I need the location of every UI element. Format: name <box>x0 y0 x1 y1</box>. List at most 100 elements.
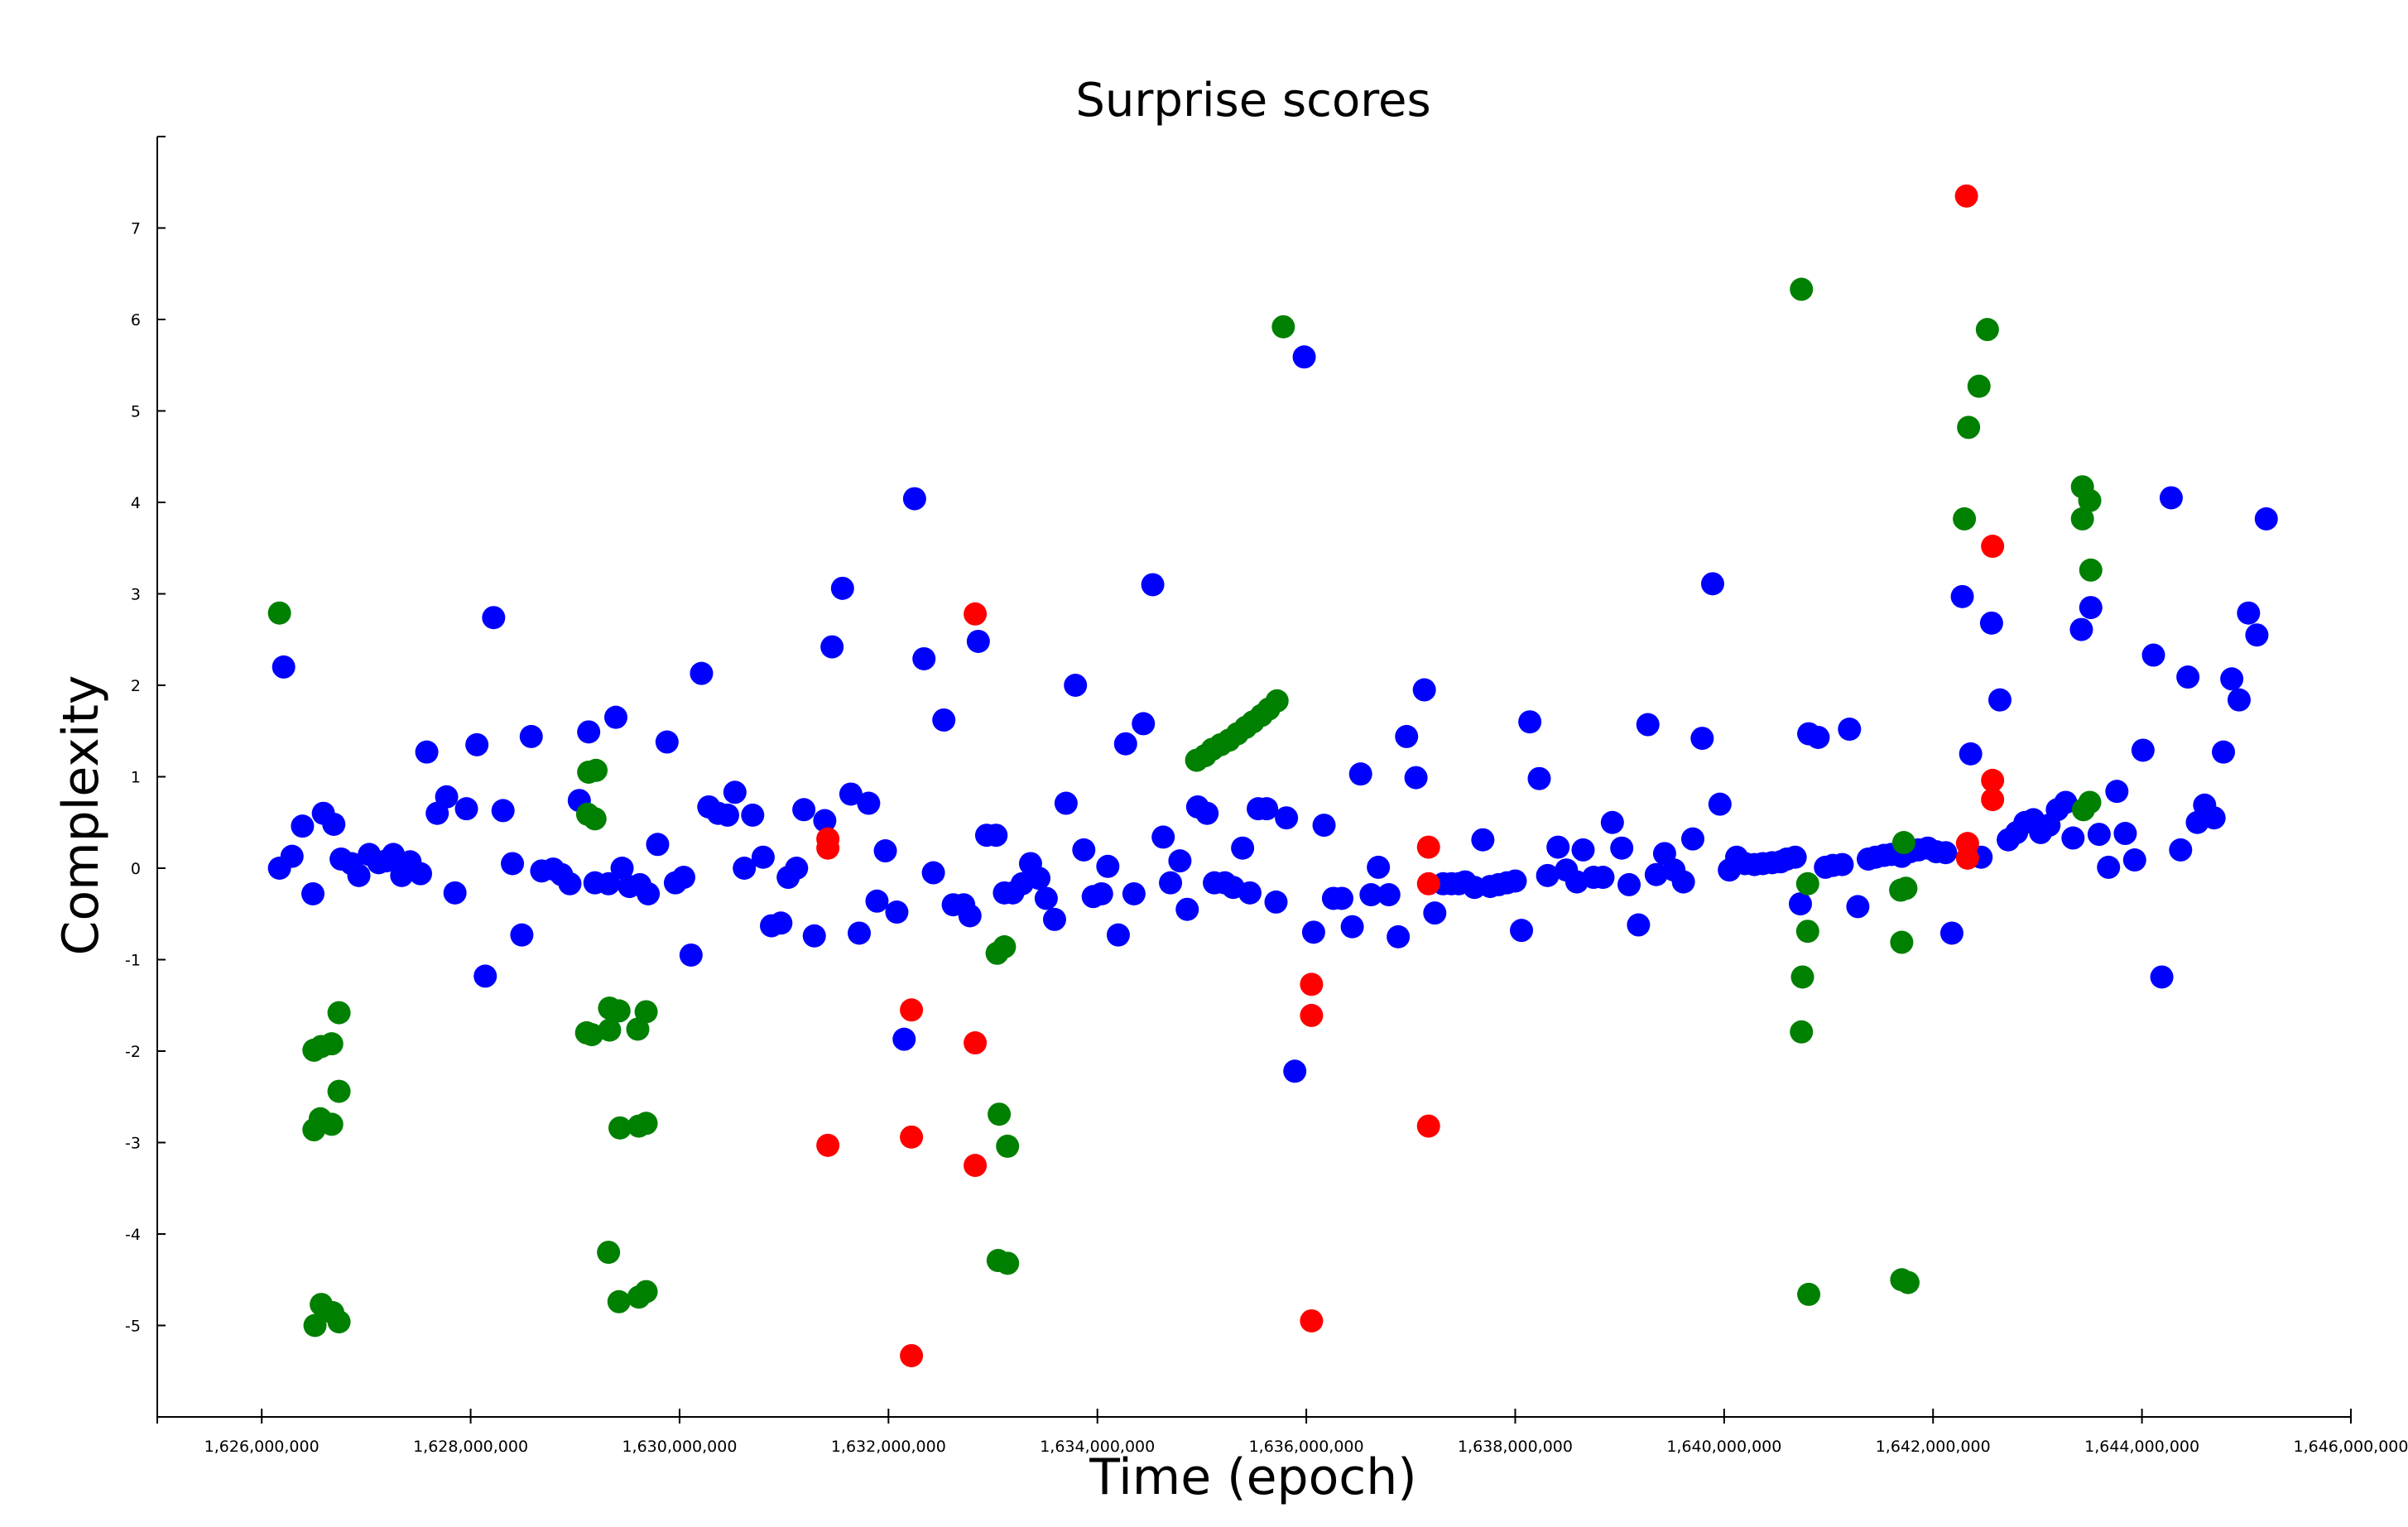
data-point <box>769 911 793 935</box>
data-point <box>1312 814 1336 838</box>
data-point <box>1890 930 1914 954</box>
y-tick-label: -5 <box>125 1318 141 1336</box>
data-point <box>1231 836 1255 860</box>
data-point <box>1300 1003 1324 1027</box>
data-point <box>996 1134 1020 1158</box>
data-point <box>2122 848 2146 872</box>
x-ticks: 1,626,000,000 1,628,000,000 1,630,000,000 1… <box>204 1409 2408 1456</box>
data-point <box>1064 674 1088 697</box>
data-point <box>2087 823 2111 847</box>
data-point <box>320 1112 344 1136</box>
data-point <box>1536 863 1560 887</box>
data-point <box>958 904 982 928</box>
x-tick-label: 1,646,000,000 <box>2293 1438 2408 1456</box>
data-point <box>2105 780 2129 804</box>
data-point <box>626 1017 650 1041</box>
data-point <box>733 857 757 880</box>
y-tick-label: -2 <box>125 1043 141 1061</box>
data-point <box>1950 584 1974 608</box>
data-point <box>1788 892 1812 916</box>
data-point <box>1790 965 1814 989</box>
data-point <box>1301 920 1325 944</box>
data-point <box>1636 713 1660 737</box>
data-point <box>1795 872 1819 896</box>
data-point <box>1510 919 1534 943</box>
data-point <box>603 705 627 729</box>
data-point <box>1957 415 1981 439</box>
data-point <box>1981 768 2005 792</box>
data-point <box>1955 846 1979 870</box>
data-point <box>1617 872 1641 896</box>
data-point <box>2131 738 2155 762</box>
data-point <box>435 785 459 809</box>
data-point <box>1894 876 1918 900</box>
data-point <box>1783 845 1807 869</box>
data-point <box>1700 572 1724 596</box>
data-point <box>2113 822 2137 846</box>
data-point <box>1896 1270 1920 1294</box>
data-point <box>2212 740 2236 764</box>
data-point <box>1141 573 1165 597</box>
data-point <box>1387 924 1411 948</box>
data-point <box>1797 1282 1821 1306</box>
data-point <box>1891 831 1915 855</box>
data-point <box>579 1023 603 1047</box>
data-point <box>792 798 816 822</box>
data-point <box>1838 718 1862 742</box>
data-point <box>646 833 670 857</box>
data-point <box>912 646 936 670</box>
data-points <box>267 184 2278 1367</box>
data-point <box>1471 828 1495 852</box>
data-point <box>583 807 607 831</box>
data-point <box>1959 742 1983 766</box>
x-axis-label: Time (epoch) <box>1089 1448 1416 1506</box>
data-point <box>2169 838 2193 862</box>
y-tick-label: 6 <box>131 311 141 329</box>
x-tick-label: 1,644,000,000 <box>2084 1438 2199 1456</box>
chart-title: Surprise scores <box>1075 74 1430 127</box>
data-point <box>900 1343 924 1367</box>
data-point <box>2254 507 2278 531</box>
data-point <box>839 782 863 806</box>
data-point <box>1600 810 1624 834</box>
data-point <box>830 576 854 600</box>
data-point <box>501 852 525 876</box>
data-point <box>1300 1309 1324 1333</box>
x-tick-label: 1,632,000,000 <box>831 1438 946 1456</box>
data-point <box>1292 345 1316 369</box>
data-point <box>1979 611 2003 635</box>
data-point <box>1300 972 1324 996</box>
y-tick-label: 5 <box>131 403 141 421</box>
data-point <box>409 862 432 886</box>
data-point <box>1151 825 1175 849</box>
data-point <box>921 861 945 885</box>
series-0 <box>267 345 2278 1083</box>
data-point <box>672 866 695 890</box>
data-point <box>716 803 739 827</box>
data-point <box>2069 617 2093 641</box>
data-point <box>966 629 990 653</box>
data-point <box>993 935 1017 959</box>
data-point <box>1790 277 1814 301</box>
data-point <box>327 1310 351 1334</box>
data-point <box>802 924 826 948</box>
x-tick-label: 1,628,000,000 <box>413 1438 528 1456</box>
data-point <box>1518 710 1542 734</box>
data-point <box>322 812 346 836</box>
data-point <box>465 732 489 756</box>
data-point <box>1846 895 1870 919</box>
data-point <box>1340 915 1364 939</box>
data-point <box>598 1018 622 1042</box>
x-tick-label: 1,640,000,000 <box>1666 1438 1781 1456</box>
data-point <box>2202 806 2226 830</box>
data-point <box>741 803 765 827</box>
data-point <box>1591 866 1615 890</box>
y-tick-label: -1 <box>125 952 141 970</box>
data-point <box>634 1000 658 1024</box>
data-point <box>1416 1114 1440 1138</box>
data-point <box>2061 826 2085 850</box>
data-point <box>1264 890 1288 914</box>
data-point <box>964 1031 988 1055</box>
data-point <box>1967 374 1991 398</box>
data-point <box>2079 558 2103 582</box>
